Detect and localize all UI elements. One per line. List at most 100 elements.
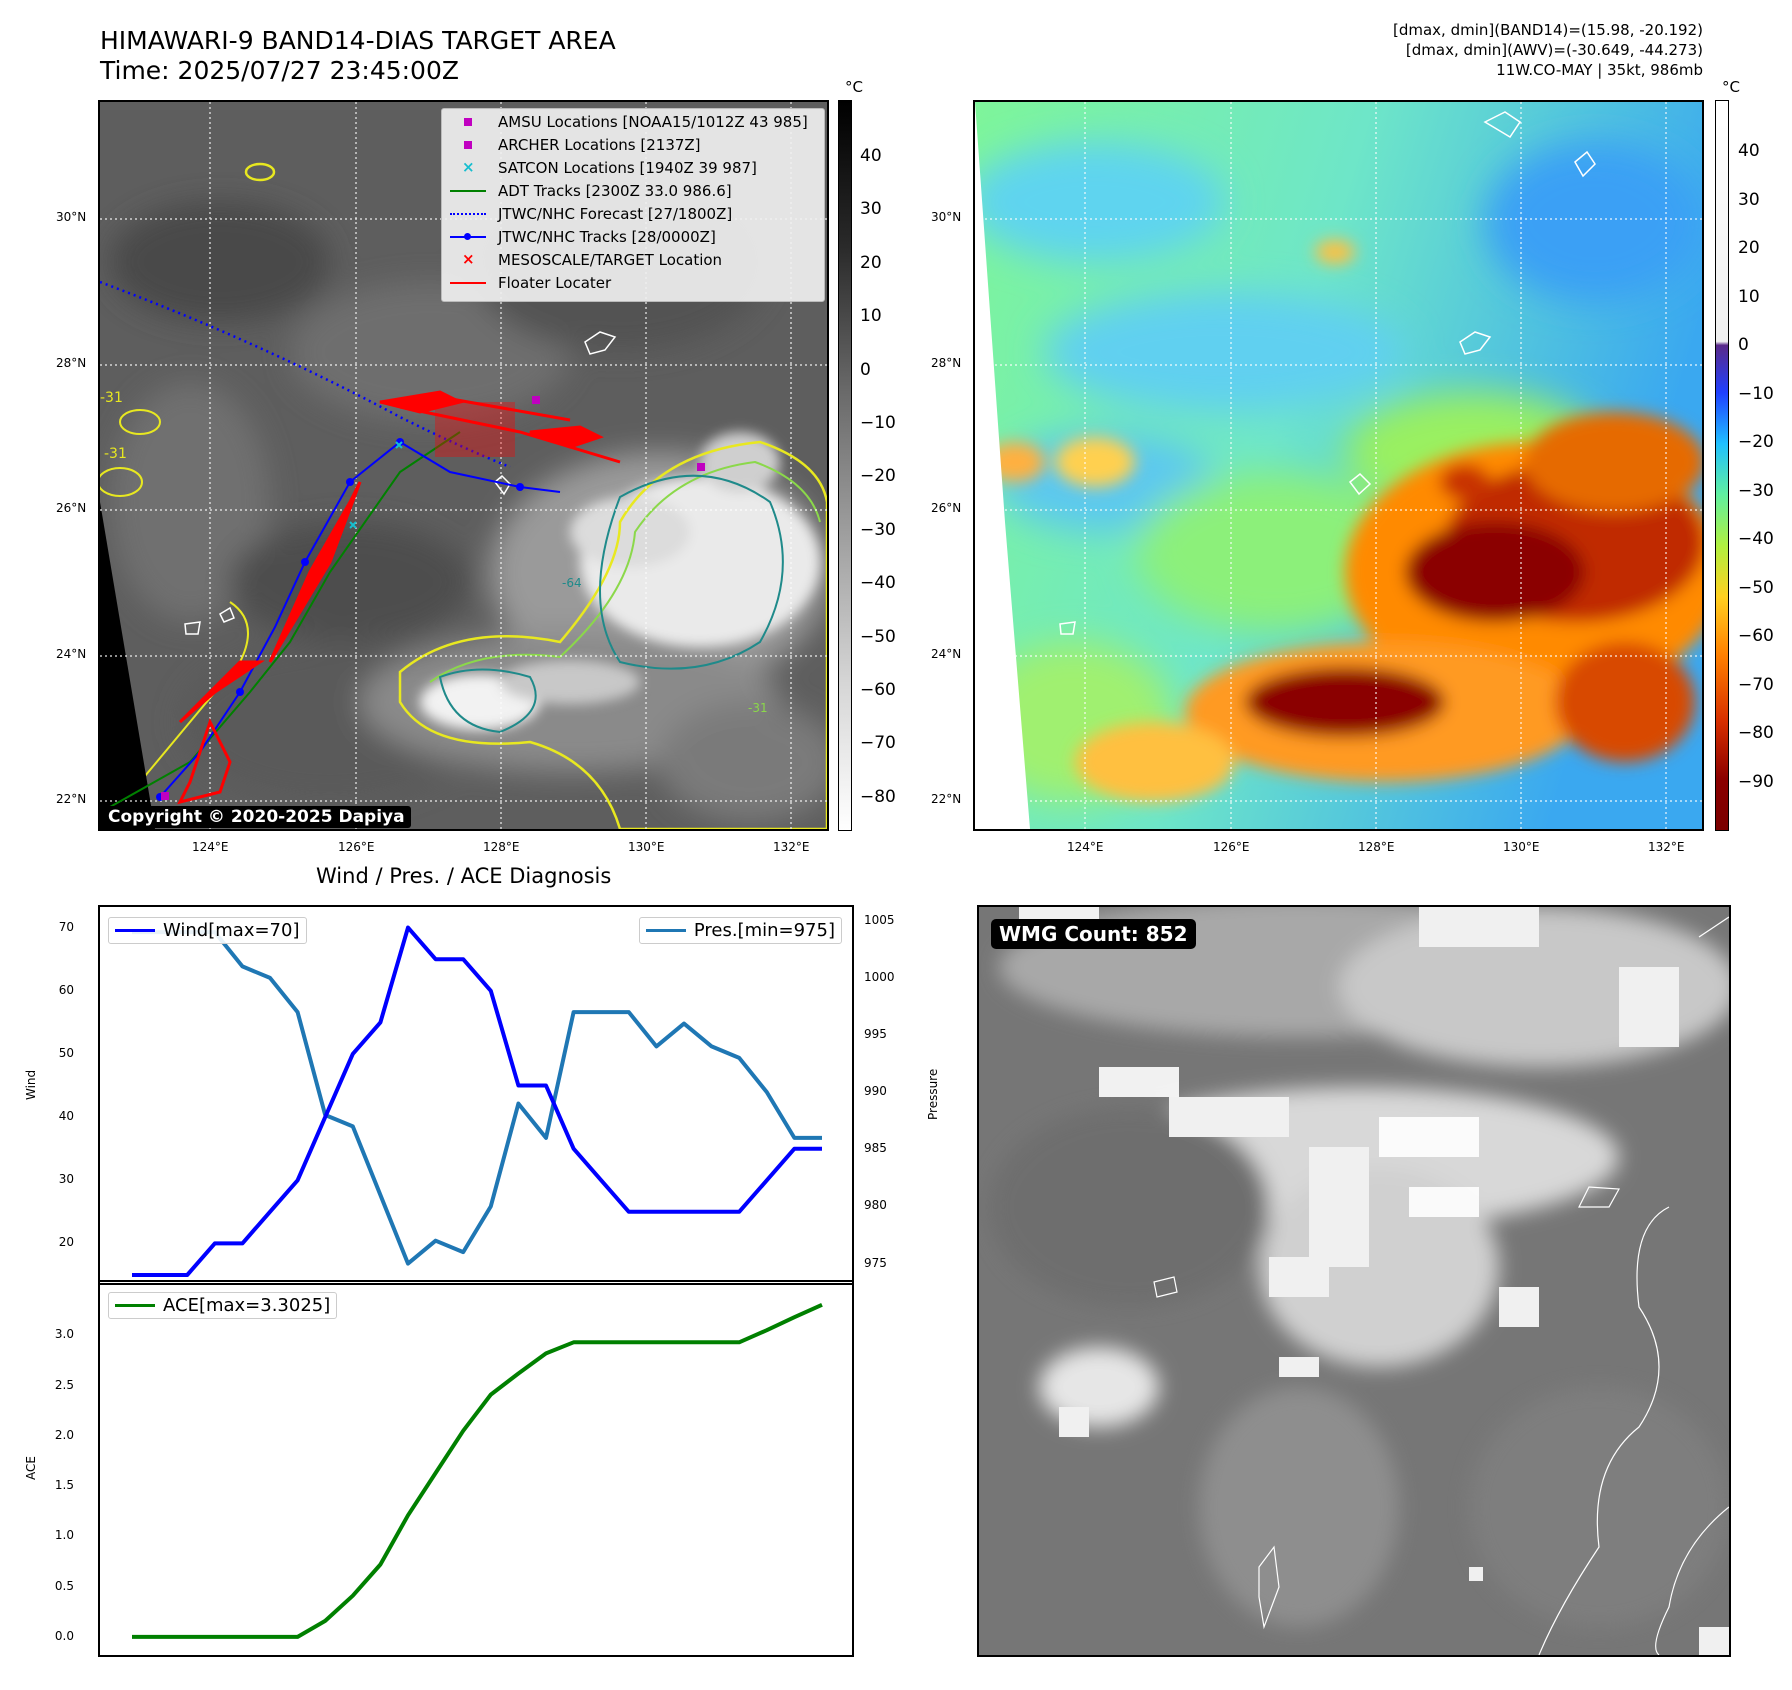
map-legend: AMSU Locations [NOAA15/1012Z 43 985] ARC… [441, 108, 825, 302]
ace-tick: 1.5 [54, 1478, 74, 1493]
band14-range-info: [dmax, dmin](BAND14)=(15.98, -20.192) [1392, 21, 1703, 39]
colorbar-left-tick: −50 [860, 626, 896, 647]
colorbar-right-tick: −60 [1738, 626, 1774, 646]
lon-label: 130°E [628, 840, 665, 854]
colorbar-right [1715, 100, 1729, 831]
pressure-tick: 975 [864, 1255, 887, 1270]
lat-label: 30°N [931, 210, 962, 224]
lon-label: 132°E [1648, 840, 1685, 854]
lat-label: 22°N [56, 792, 87, 806]
colorbar-left-tick: −70 [860, 733, 896, 754]
legend-item-jtwc-forecast: JTWC/NHC Forecast [27/1800Z] [448, 204, 732, 224]
pressure-axis-label: Pressure [926, 1068, 940, 1120]
ace-plot [132, 1302, 823, 1639]
colorbar-right-tick: −40 [1738, 529, 1774, 549]
lat-label: 22°N [931, 792, 962, 806]
colorbar-left-tick: −40 [860, 573, 896, 594]
lat-label: 28°N [56, 356, 87, 370]
lat-label: 26°N [56, 501, 87, 515]
ace-line [132, 1302, 823, 1639]
wmg-panel: WMG Count: 852 [977, 905, 1731, 1657]
colorbar-right-tick: 0 [1738, 335, 1749, 355]
lon-label: 126°E [1213, 840, 1250, 854]
wind-line [132, 925, 822, 1277]
band14-map-panel: -31 -31 -64 -31 AMSU Locations [NOAA15/1… [98, 100, 829, 831]
wind-tick: 30 [58, 1172, 74, 1187]
pressure-tick: 980 [864, 1198, 887, 1213]
pressure-tick: 985 [864, 1141, 887, 1156]
pressure-tick: 995 [864, 1027, 887, 1041]
colorbar-right-unit: °C [1722, 78, 1740, 96]
colorbar-left-tick: −60 [860, 680, 896, 700]
wind-tick: 50 [58, 1045, 74, 1060]
legend-item-amsu: AMSU Locations [NOAA15/1012Z 43 985] [448, 112, 808, 132]
pressure-legend: Pres.[min=975] [638, 917, 842, 944]
ace-tick: 3.0 [54, 1327, 74, 1342]
wind-pressure-panel: Wind[max=70] Pres.[min=975] [98, 905, 854, 1285]
ace-tick: 0.0 [54, 1628, 74, 1643]
lat-label: 26°N [931, 501, 962, 515]
pressure-tick: 1005 [864, 912, 895, 927]
ace-legend: ACE[max=3.3025] [108, 1292, 338, 1319]
colorbar-left-tick: 0 [860, 359, 871, 380]
lat-label: 24°N [931, 647, 962, 661]
wind-axis-label: Wind [24, 1069, 38, 1100]
lat-label: 30°N [56, 210, 87, 224]
colorbar-left [838, 100, 852, 831]
lon-label: 130°E [1503, 840, 1540, 854]
wmg-count-badge: WMG Count: 852 [991, 919, 1196, 949]
pressure-line [132, 930, 822, 1266]
wind-pressure-plot [132, 925, 822, 1277]
contour-label: -31 [104, 446, 127, 462]
colorbar-right-tick: −70 [1738, 674, 1774, 695]
ace-panel: ACE[max=3.3025] [98, 1280, 854, 1657]
figure-title: HIMAWARI-9 BAND14-DIAS TARGET AREA [100, 26, 616, 55]
colorbar-right-tick: −80 [1738, 723, 1774, 743]
lat-label: 24°N [56, 647, 87, 661]
colorbar-left-tick: 40 [860, 146, 882, 166]
ace-tick: 2.5 [54, 1377, 74, 1392]
colorbar-right-tick: 30 [1738, 189, 1760, 210]
lat-label: 28°N [931, 356, 962, 370]
pressure-tick: 1000 [864, 969, 895, 984]
legend-item-archer: ARCHER Locations [2137Z] [448, 135, 701, 155]
colorbar-left-tick: −20 [860, 466, 896, 487]
colorbar-left-tick: 20 [860, 252, 882, 273]
colorbar-left-tick: 10 [860, 306, 882, 327]
colorbar-right-tick: −90 [1738, 771, 1774, 792]
contour-label: -31 [748, 701, 768, 715]
lon-label: 128°E [1358, 840, 1395, 854]
colorbar-left-tick: −10 [860, 413, 896, 433]
figure-time: Time: 2025/07/27 23:45:00Z [100, 56, 459, 85]
legend-item-jtwc-tracks: JTWC/NHC Tracks [28/0000Z] [448, 227, 716, 247]
awv-map-panel [973, 100, 1704, 831]
awv-range-info: [dmax, dmin](AWV)=(-30.649, -44.273) [1405, 41, 1703, 59]
awv-map-image [975, 102, 1702, 829]
colorbar-right-tick: −30 [1738, 480, 1774, 501]
colorbar-right-tick: 20 [1738, 238, 1760, 258]
contour-label: -31 [100, 390, 123, 406]
colorbar-right-tick: 40 [1738, 141, 1760, 161]
lon-label: 126°E [338, 840, 375, 854]
wind-tick: 20 [58, 1235, 74, 1250]
lon-label: 132°E [773, 840, 810, 854]
wmg-image [979, 907, 1729, 1655]
lon-label: 124°E [1067, 840, 1104, 854]
legend-item-satcon: × SATCON Locations [1940Z 39 987] [462, 158, 757, 177]
contour-label: -64 [562, 576, 582, 590]
wind-tick: 70 [58, 919, 74, 934]
lon-label: 128°E [483, 840, 520, 854]
colorbar-right-tick: −50 [1738, 577, 1774, 598]
ace-tick: 1.0 [54, 1528, 74, 1543]
wind-tick: 60 [58, 982, 74, 997]
lon-label: 124°E [192, 840, 229, 854]
storm-info: 11W.CO-MAY | 35kt, 986mb [1496, 61, 1703, 79]
diagnosis-title: Wind / Pres. / ACE Diagnosis [316, 864, 612, 888]
colorbar-left-unit: °C [845, 78, 863, 96]
colorbar-right-tick: −20 [1738, 432, 1774, 452]
legend-item-adt: ADT Tracks [2300Z 33.0 986.6] [448, 181, 732, 201]
colorbar-left-tick: 30 [860, 199, 882, 220]
ace-axis-label: ACE [24, 1456, 38, 1480]
wind-legend: Wind[max=70] [108, 917, 307, 944]
legend-item-floater: Floater Locater [448, 273, 611, 293]
